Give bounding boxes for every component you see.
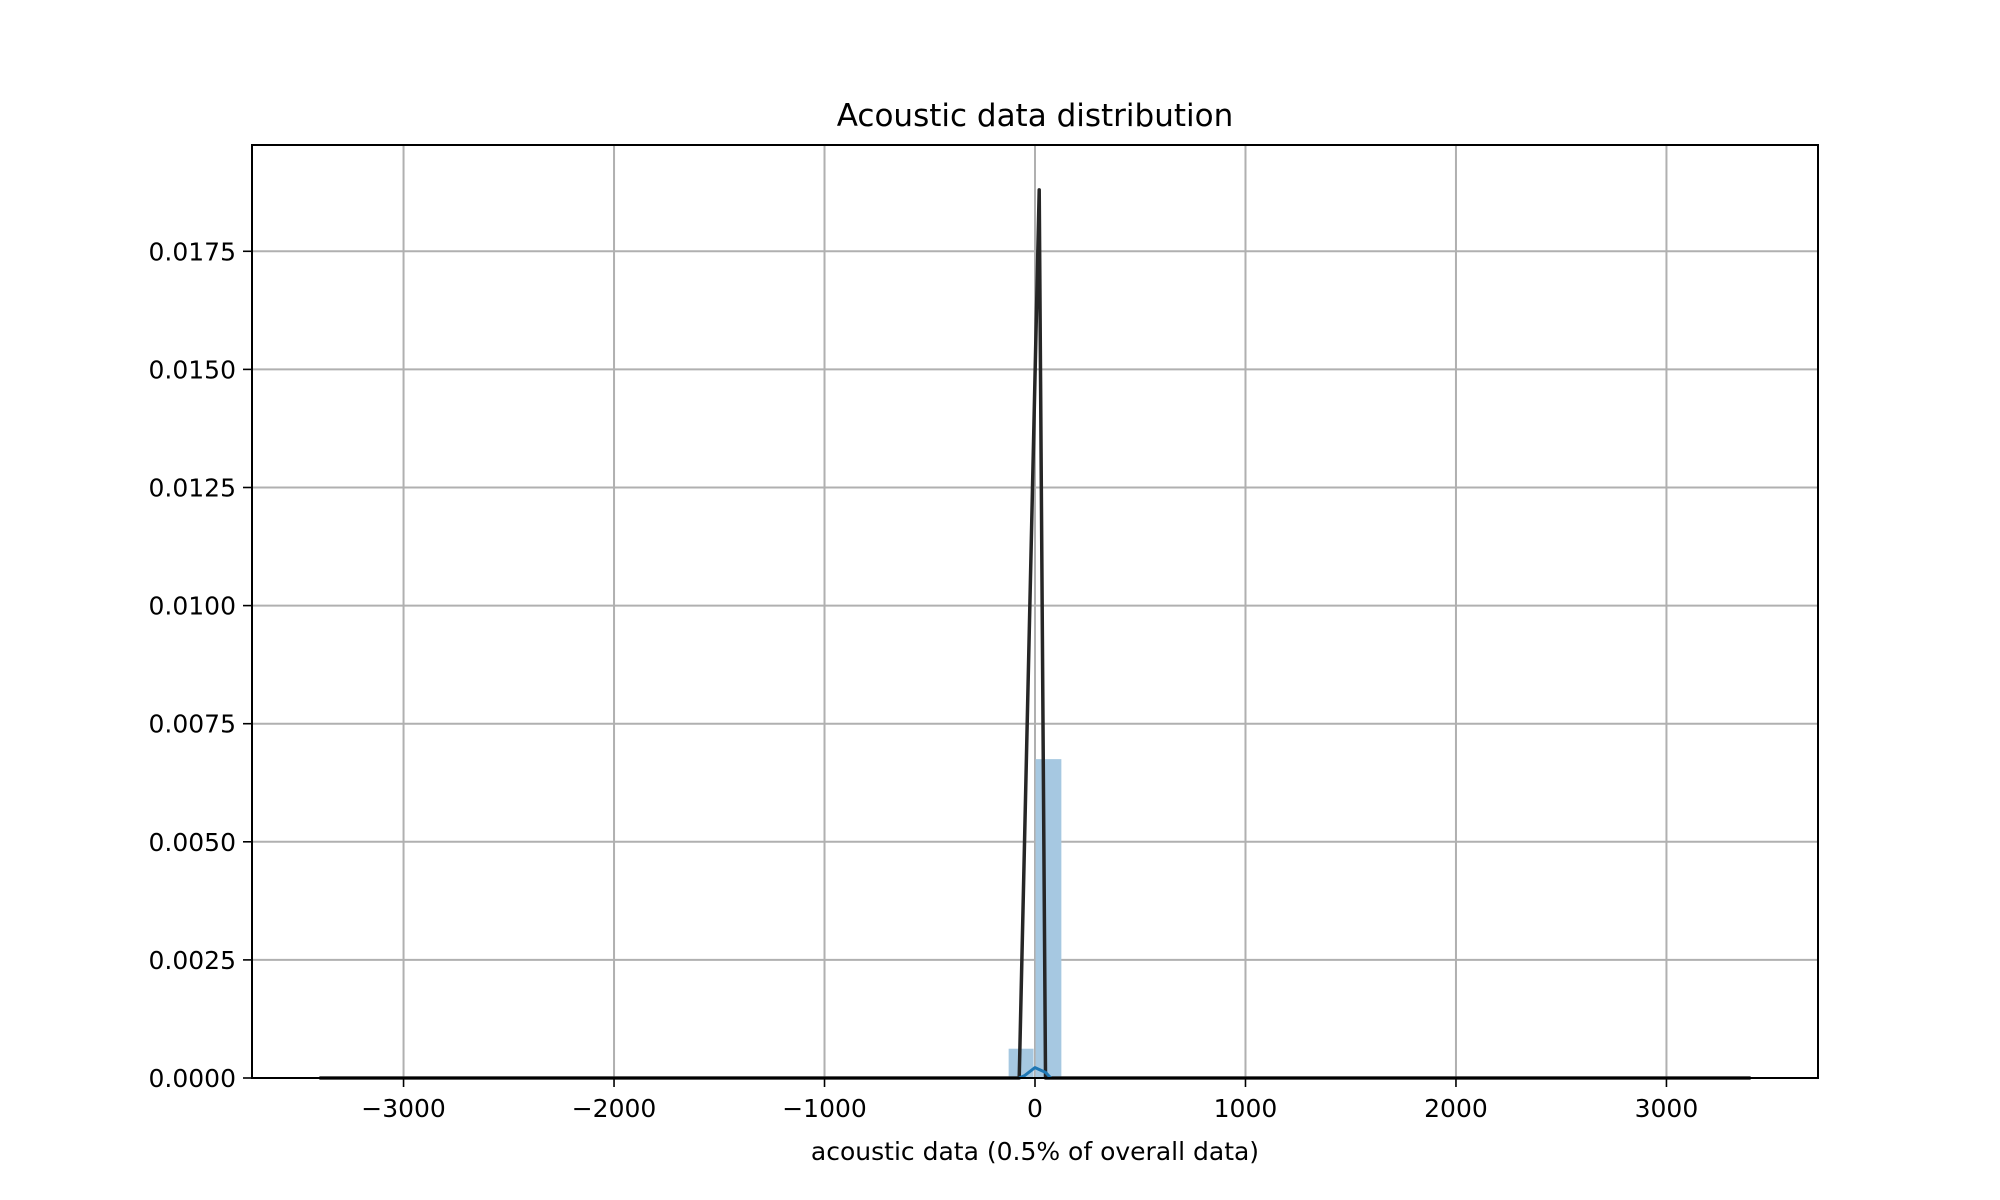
x-tick-label: 1000 bbox=[1214, 1094, 1278, 1123]
x-axis-title: acoustic data (0.5% of overall data) bbox=[811, 1137, 1259, 1166]
y-tick-label: 0.0125 bbox=[149, 473, 236, 502]
x-tick-label: −3000 bbox=[361, 1094, 446, 1123]
y-tick-label: 0.0175 bbox=[149, 237, 236, 266]
histogram-bar bbox=[1036, 759, 1062, 1078]
chart-title: Acoustic data distribution bbox=[837, 98, 1233, 134]
x-tick-label: −2000 bbox=[572, 1094, 657, 1123]
y-tick-label: 0.0100 bbox=[149, 592, 236, 621]
y-tick-label: 0.0025 bbox=[149, 946, 236, 975]
y-tick-label: 0.0050 bbox=[149, 828, 236, 857]
y-tick-label: 0.0150 bbox=[149, 355, 236, 384]
y-tick-label: 0.0075 bbox=[149, 710, 236, 739]
x-tick-label: −1000 bbox=[782, 1094, 867, 1123]
x-tick-label: 3000 bbox=[1635, 1094, 1699, 1123]
y-tick-label: 0.0000 bbox=[149, 1064, 236, 1093]
plot-area: −3000 −2000 −1000 0 1000 2000 3000 0.0000 0.002… bbox=[149, 145, 1818, 1123]
x-tick-label: 0 bbox=[1027, 1094, 1043, 1123]
x-tick-label: 2000 bbox=[1424, 1094, 1488, 1123]
